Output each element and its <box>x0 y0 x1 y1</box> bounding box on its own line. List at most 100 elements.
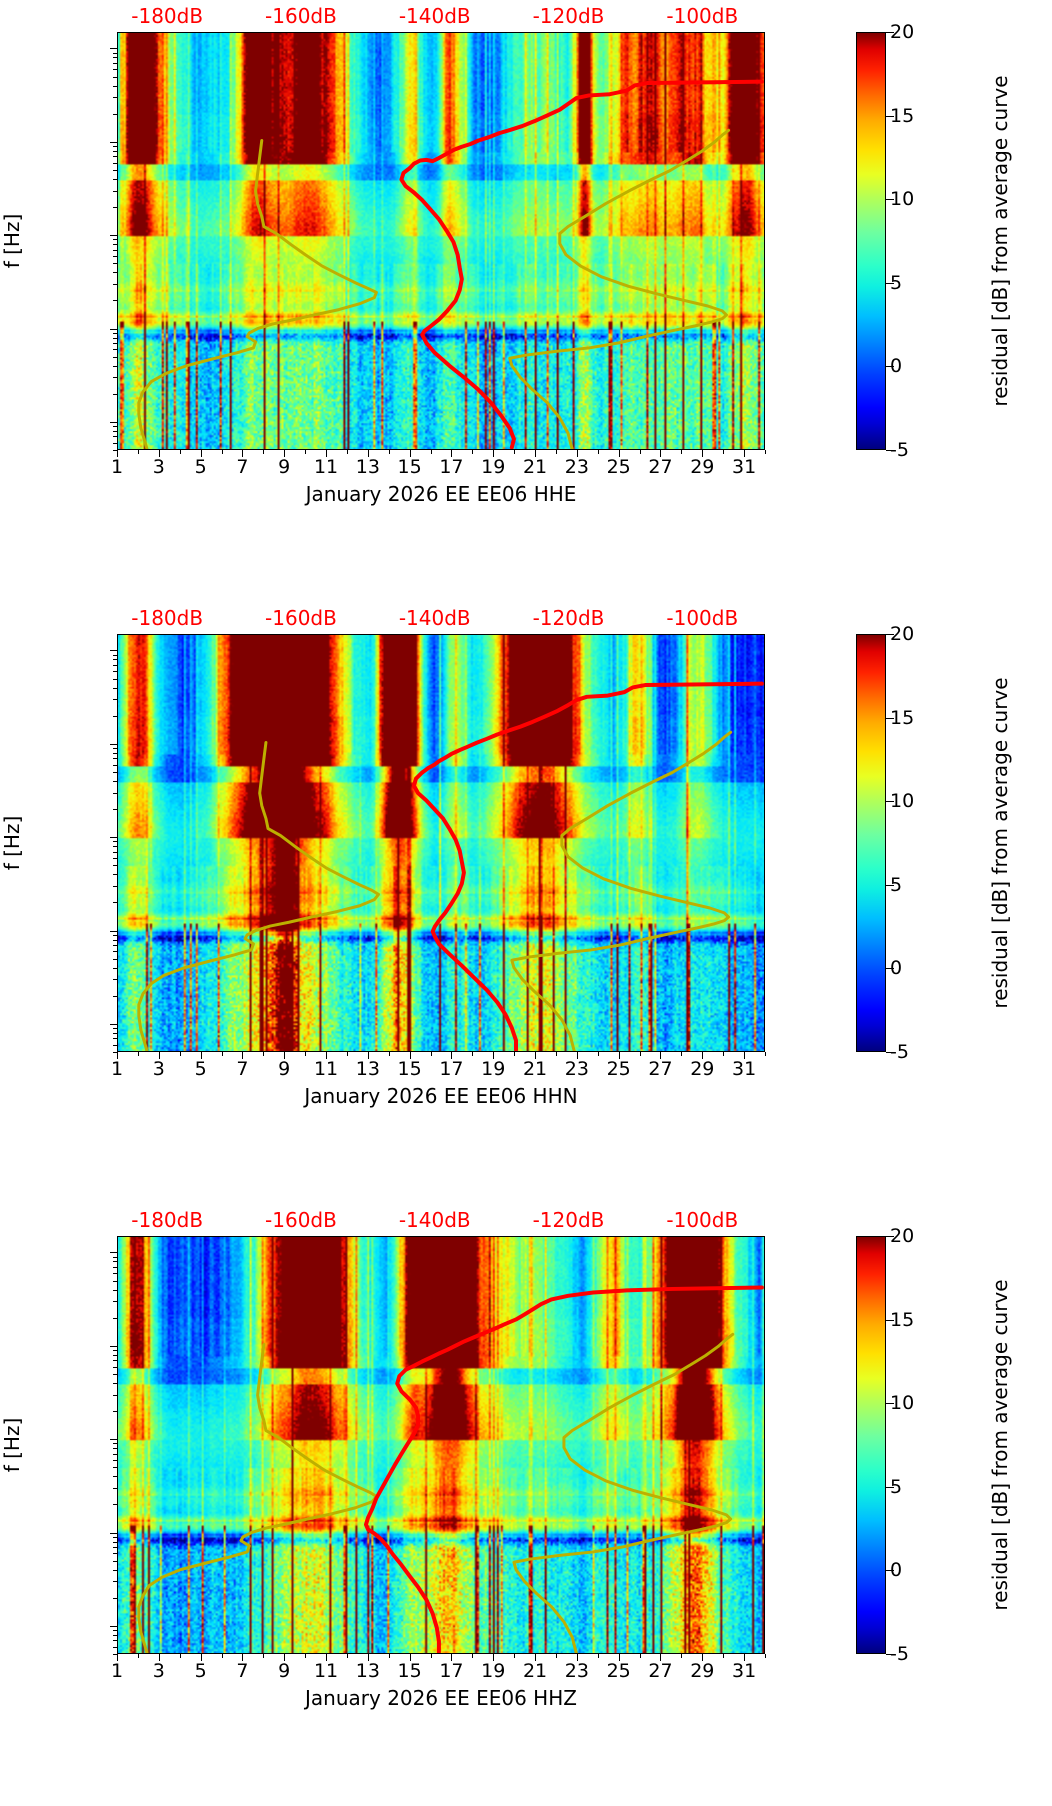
colorbar-tick-mark <box>886 968 894 970</box>
x-tick-label: 27 <box>648 1058 673 1080</box>
y-minor-tick <box>113 1581 117 1583</box>
colorbar-tick-label: 15 <box>890 706 915 729</box>
y-minor-tick <box>113 967 117 969</box>
y-tick-mark <box>110 837 117 839</box>
x-tick-mark <box>117 1052 118 1059</box>
y-minor-tick <box>113 1354 117 1356</box>
x-tick-mark <box>744 1052 746 1059</box>
x-tick-label: 31 <box>732 1660 757 1682</box>
y-tick-mark <box>110 1439 117 1441</box>
colorbar-tick-mark <box>886 1236 894 1237</box>
y-minor-tick <box>113 715 117 717</box>
x-minor-tick <box>346 450 348 454</box>
y-minor-tick <box>113 1052 117 1053</box>
colorbar-tick-label: 5 <box>890 873 903 896</box>
x-tick-label: 9 <box>278 456 291 478</box>
x-minor-tick <box>472 1654 474 1658</box>
x-tick-label: 19 <box>481 1058 506 1080</box>
y-minor-tick <box>113 1448 117 1450</box>
x-minor-tick <box>137 1654 139 1658</box>
y-minor-tick <box>113 300 117 302</box>
colorbar-tick-mark <box>886 450 894 451</box>
x-tick-mark <box>326 450 328 457</box>
y-minor-tick <box>113 332 117 334</box>
x-minor-tick <box>681 450 683 454</box>
x-tick-label: 25 <box>606 456 631 478</box>
x-tick-mark <box>200 1654 202 1661</box>
y-minor-tick <box>113 283 117 285</box>
panel-title: January 2026 EE EE06 HHE <box>305 482 577 506</box>
colorbar-tick-label: 5 <box>890 1475 903 1498</box>
y-minor-tick <box>113 1640 117 1642</box>
colorbar-tick-label: 15 <box>890 104 915 127</box>
x-tick-mark <box>158 450 160 457</box>
colorbar-tick-mark <box>886 1654 894 1655</box>
y-minor-tick <box>113 337 117 339</box>
x-tick-label: 31 <box>732 456 757 478</box>
x-tick-label: 21 <box>522 456 548 478</box>
x-minor-tick <box>555 1052 557 1056</box>
y-minor-tick <box>113 1634 117 1636</box>
x-tick-label: 29 <box>690 456 715 478</box>
y-minor-tick <box>113 792 117 794</box>
y-axis-label: f [Hz] <box>0 815 24 871</box>
y-minor-tick <box>113 1028 117 1030</box>
x-minor-tick <box>639 450 641 454</box>
spectrogram-plot-area[interactable] <box>117 1236 765 1654</box>
y-tick-mark <box>110 141 117 143</box>
x-minor-tick <box>723 1654 725 1658</box>
x-tick-label: 21 <box>522 1660 548 1682</box>
y-minor-tick <box>113 1038 117 1040</box>
top-db-label: -100dB <box>666 1208 739 1232</box>
y-minor-tick <box>113 865 117 867</box>
panel-hhz: -180dB-160dB-140dB-120dB-100dB1021011001… <box>0 1204 1052 1806</box>
y-minor-tick <box>113 178 117 180</box>
y-minor-tick <box>113 190 117 192</box>
x-tick-mark <box>284 450 286 457</box>
colorbar-tick-label: 10 <box>890 790 915 813</box>
x-minor-tick <box>514 1052 516 1056</box>
y-minor-tick <box>113 1032 117 1034</box>
top-db-label: -160dB <box>265 1208 337 1232</box>
x-tick-mark <box>451 450 453 457</box>
y-minor-tick <box>113 1044 117 1046</box>
top-db-axis: -180dB -160dB -140dB -120dB -100dB <box>117 4 765 30</box>
y-tick-mark <box>110 421 117 423</box>
x-tick-mark <box>618 1052 620 1059</box>
colorbar-label: residual [dB] from average curve <box>988 75 1012 407</box>
x-tick-mark <box>367 450 369 457</box>
x-minor-tick <box>388 450 390 454</box>
y-minor-tick <box>113 874 117 876</box>
x-tick-label: 21 <box>522 1058 548 1080</box>
colorbar-tick-mark <box>886 199 894 201</box>
y-minor-tick <box>113 365 117 367</box>
x-tick-label: 9 <box>278 1660 291 1682</box>
y-minor-tick <box>113 1467 117 1469</box>
y-axis-label: f [Hz] <box>0 1417 24 1473</box>
x-minor-tick <box>597 1654 599 1658</box>
y-minor-tick <box>113 851 117 853</box>
colorbar-tick-mark <box>886 1403 894 1405</box>
x-tick-mark <box>535 1654 537 1661</box>
top-db-label: -180dB <box>131 606 204 630</box>
y-minor-tick <box>113 758 117 760</box>
x-tick-label: 23 <box>564 456 589 478</box>
x-minor-tick <box>137 1052 139 1056</box>
x-tick-mark <box>744 450 746 457</box>
x-minor-tick <box>430 450 432 454</box>
x-tick-label: 23 <box>564 1058 589 1080</box>
y-minor-tick <box>113 654 117 656</box>
y-minor-tick <box>113 841 117 843</box>
y-tick-mark <box>110 1345 117 1347</box>
y-minor-tick <box>113 239 117 241</box>
x-tick-mark <box>284 1654 286 1661</box>
colorbar-tick-label: 10 <box>890 1392 915 1415</box>
panel-hhe: -180dB-160dB-140dB-120dB-100dB1021011001… <box>0 0 1052 602</box>
spectrogram-plot-area[interactable] <box>117 32 765 450</box>
spectrogram-plot-area[interactable] <box>117 634 765 1052</box>
colorbar-tick-label: 15 <box>890 1308 915 1331</box>
y-minor-tick <box>113 349 117 351</box>
x-tick-label: 11 <box>313 456 339 478</box>
y-minor-tick <box>113 1654 117 1655</box>
y-minor-tick <box>113 678 117 680</box>
